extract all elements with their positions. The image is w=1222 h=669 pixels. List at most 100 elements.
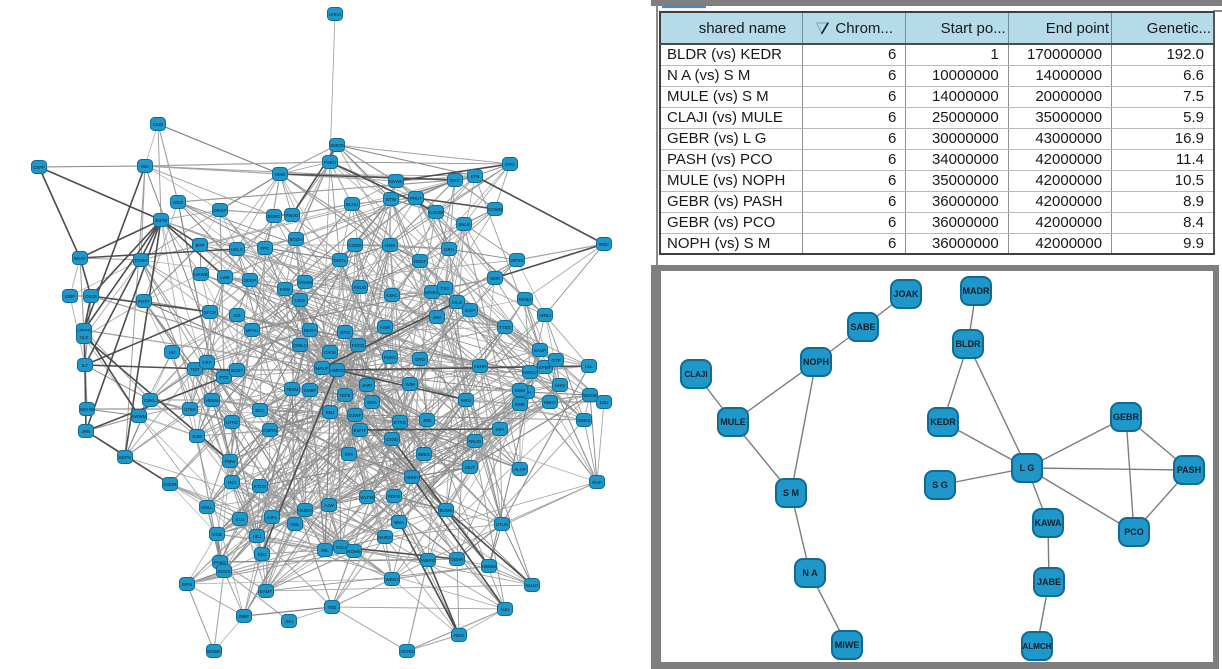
svg-text:JGU: JGU [285, 619, 294, 624]
svg-text:KSKL: KSKL [386, 293, 398, 298]
svg-text:OTG: OTG [340, 330, 350, 335]
svg-text:PMW: PMW [225, 459, 237, 464]
svg-text:ALCP: ALCP [514, 467, 526, 472]
svg-text:UIUT: UIUT [465, 465, 476, 470]
svg-text:ONDF: ONDF [414, 259, 427, 264]
svg-text:UTUS: UTUS [496, 522, 508, 527]
svg-text:TMT: TMT [190, 367, 199, 372]
svg-text:PASH: PASH [1177, 465, 1201, 475]
svg-text:PRUT: PRUT [410, 196, 423, 201]
svg-text:WJBT: WJBT [231, 368, 243, 373]
svg-text:FOU: FOU [336, 545, 346, 550]
svg-text:KOHN: KOHN [347, 549, 360, 554]
svg-text:SNLB: SNLB [458, 222, 470, 227]
svg-text:MIL: MIL [321, 548, 329, 553]
svg-text:KME: KME [515, 402, 525, 407]
svg-text:WLFM: WLFM [360, 495, 373, 500]
svg-text:AREJ: AREJ [539, 313, 551, 318]
svg-text:PSEU: PSEU [324, 160, 336, 165]
svg-text:JKFW: JKFW [155, 218, 168, 223]
svg-text:KEDR: KEDR [930, 417, 956, 427]
svg-text:NJM: NJM [192, 434, 201, 439]
svg-text:CSPF: CSPF [33, 165, 45, 170]
svg-text:HUHH: HUHH [406, 475, 419, 480]
svg-text:UKWB: UKWB [194, 272, 208, 277]
svg-text:MRUF: MRUF [316, 366, 329, 371]
svg-text:OLE: OLE [79, 335, 88, 340]
svg-text:HMO: HMO [275, 172, 286, 177]
svg-text:BTP: BTP [196, 243, 205, 248]
svg-text:IRBC: IRBC [599, 242, 611, 247]
svg-text:EEPS: EEPS [119, 455, 131, 460]
svg-text:KAWA: KAWA [1035, 518, 1063, 528]
svg-text:UELC: UELC [231, 247, 244, 252]
svg-text:DPG: DPG [505, 162, 515, 167]
svg-text:HMRD: HMRD [330, 368, 344, 373]
svg-text:MABJ: MABJ [519, 297, 531, 302]
svg-text:REO: REO [454, 633, 464, 638]
svg-text:ABHR: ABHR [474, 364, 487, 369]
svg-text:BTW: BTW [386, 197, 397, 202]
svg-text:TEFE: TEFE [339, 393, 351, 398]
svg-text:ETSG: ETSG [394, 420, 407, 425]
svg-text:JABE: JABE [1037, 577, 1061, 587]
svg-text:GSUR: GSUR [163, 482, 177, 487]
svg-text:WBGJ: WBGJ [386, 577, 399, 582]
svg-text:TSG: TSG [440, 286, 450, 291]
svg-text:KSW: KSW [280, 287, 291, 292]
svg-text:PUSC: PUSC [384, 355, 397, 360]
svg-text:NKAF: NKAF [74, 256, 86, 261]
svg-text:S G: S G [932, 480, 948, 490]
svg-text:MBSM: MBSM [482, 564, 496, 569]
svg-text:WSGB: WSGB [583, 393, 597, 398]
svg-text:SMGR: SMGR [330, 143, 344, 148]
svg-text:JRB: JRB [82, 429, 91, 434]
svg-text:BLHU: BLHU [346, 202, 358, 207]
svg-text:SGGS: SGGS [217, 569, 230, 574]
svg-text:PTD: PTD [220, 375, 230, 380]
svg-text:UEJ: UEJ [253, 534, 262, 539]
svg-text:SFCR: SFCR [204, 310, 217, 315]
svg-text:NOPH: NOPH [803, 357, 829, 367]
svg-text:CKP: CKP [202, 360, 211, 365]
svg-text:AHSI: AHSI [555, 383, 566, 388]
svg-text:GEBR: GEBR [1113, 412, 1140, 422]
svg-text:SDEP: SDEP [244, 278, 256, 283]
svg-text:NJU: NJU [600, 400, 609, 405]
svg-text:BNA: BNA [394, 520, 403, 525]
svg-text:HIJ: HIJ [169, 350, 176, 355]
svg-text:UTRC: UTRC [226, 420, 239, 425]
svg-text:N A: N A [802, 568, 818, 578]
svg-text:NHGG: NHGG [378, 535, 392, 540]
svg-text:DRC: DRC [450, 178, 460, 183]
svg-text:OUEO: OUEO [298, 508, 312, 513]
svg-text:NJU: NJU [501, 607, 510, 612]
svg-text:ISPU: ISPU [182, 582, 193, 587]
svg-text:BSRD: BSRD [268, 214, 281, 219]
svg-text:GTP: GTP [551, 358, 560, 363]
svg-text:BGDH: BGDH [289, 237, 302, 242]
svg-text:SMBF: SMBF [304, 388, 317, 393]
svg-text:EGA: EGA [367, 400, 377, 405]
svg-text:LKOI: LKOI [295, 298, 305, 303]
svg-text:MIWE: MIWE [835, 640, 860, 650]
svg-text:JRE: JRE [423, 418, 432, 423]
svg-text:RBIF: RBIF [239, 614, 250, 619]
svg-text:OWLC: OWLC [293, 343, 307, 348]
svg-text:CAGW: CAGW [429, 210, 444, 215]
svg-text:S M: S M [783, 488, 799, 498]
svg-text:EKC: EKC [255, 408, 265, 413]
svg-text:PGTF: PGTF [138, 299, 150, 304]
svg-text:JHG: JHG [433, 315, 442, 320]
svg-text:EBW: EBW [515, 388, 526, 393]
svg-text:NNLL: NNLL [201, 505, 213, 510]
svg-text:COWB: COWB [488, 207, 502, 212]
svg-text:PCO: PCO [1124, 527, 1144, 537]
svg-text:SABE: SABE [850, 322, 875, 332]
svg-text:WBRD: WBRD [421, 558, 435, 563]
svg-text:DRGP: DRGP [213, 208, 226, 213]
svg-text:NOCU: NOCU [523, 370, 536, 375]
svg-text:FDCD: FDCD [352, 343, 365, 348]
svg-text:CGRD: CGRD [348, 243, 362, 248]
svg-text:KDJ: KDJ [258, 552, 267, 557]
